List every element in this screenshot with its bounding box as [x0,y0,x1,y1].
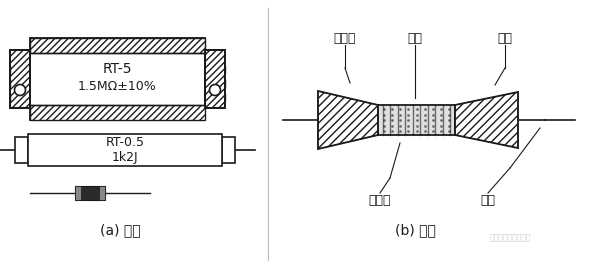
Text: (a) 外形: (a) 外形 [100,223,140,237]
Bar [30,38,205,53]
Bar [10,50,30,108]
Bar [75,186,81,200]
Text: 1k2J: 1k2J [112,151,138,163]
Bar [30,105,205,120]
Bar [10,50,30,108]
Text: 免费淡子电子设计图: 免费淡子电子设计图 [489,233,531,243]
Bar [30,38,205,53]
Text: 引线: 引线 [480,193,496,207]
Circle shape [15,84,25,95]
Text: 帽盖: 帽盖 [497,32,513,44]
Polygon shape [318,91,378,149]
Text: (b) 结构: (b) 结构 [395,223,435,237]
Bar [15,137,28,163]
Bar [30,105,205,120]
Text: RT-0.5: RT-0.5 [106,136,145,150]
Bar [205,50,225,108]
Polygon shape [455,92,518,148]
Circle shape [209,84,221,95]
Text: 瓷棒: 瓷棒 [408,32,422,44]
Bar [28,134,222,166]
Text: 1.5MΩ±10%: 1.5MΩ±10% [78,80,157,94]
Bar [75,186,105,200]
Bar [378,105,455,135]
Text: RT-5: RT-5 [103,62,132,76]
Text: 碳膜层: 碳膜层 [369,193,391,207]
Bar [30,38,205,120]
Bar [205,50,225,108]
Bar [222,137,235,163]
Bar [99,186,105,200]
Text: 保护漆: 保护漆 [334,32,356,44]
